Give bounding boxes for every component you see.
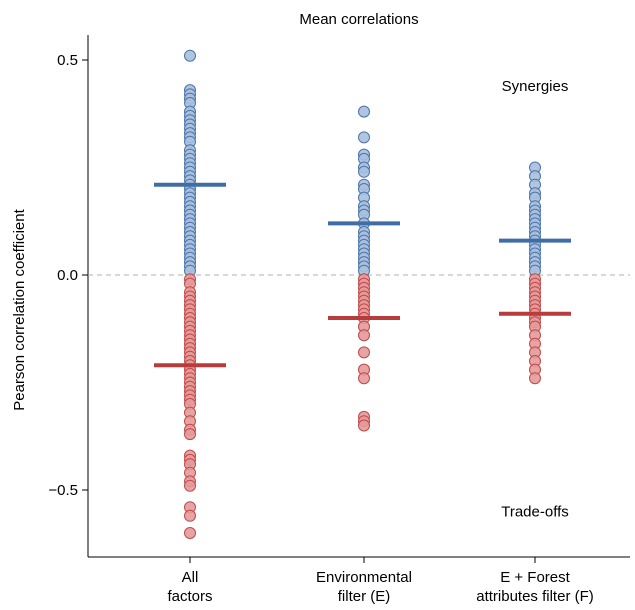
data-point: [184, 527, 196, 539]
data-point: [184, 509, 196, 522]
data-point: [529, 372, 541, 385]
data-point: [358, 419, 370, 432]
annotation-label: Trade-offs: [501, 504, 569, 521]
data-point: [358, 372, 370, 385]
data-point: [358, 131, 370, 144]
x-tick-label: filter (E): [338, 588, 391, 605]
data-point: [358, 105, 370, 118]
y-tick-label: 0.0: [57, 267, 78, 284]
x-tick-label: Environmental: [316, 569, 412, 586]
data-point: [358, 346, 370, 359]
data-point: [358, 329, 370, 342]
y-axis-label: Pearson correlation coefficient: [11, 208, 28, 410]
plot-area: 0.5 0.0 −0.5 All factors Environmental filter …: [48, 35, 630, 605]
data-point: [184, 428, 196, 441]
x-tick-label: factors: [167, 588, 212, 605]
x-tick-label: All: [182, 569, 199, 586]
chart-title: Mean correlations: [299, 11, 418, 28]
y-tick-label: 0.5: [57, 52, 78, 69]
data-point: [184, 49, 196, 62]
annotation-label: Synergies: [502, 78, 569, 95]
data-point: [358, 165, 370, 178]
x-tick-label: E + Forest: [500, 569, 570, 586]
data-point: [184, 479, 196, 492]
y-tick-label: −0.5: [48, 482, 78, 499]
x-tick-label: attributes filter (F): [476, 588, 594, 605]
